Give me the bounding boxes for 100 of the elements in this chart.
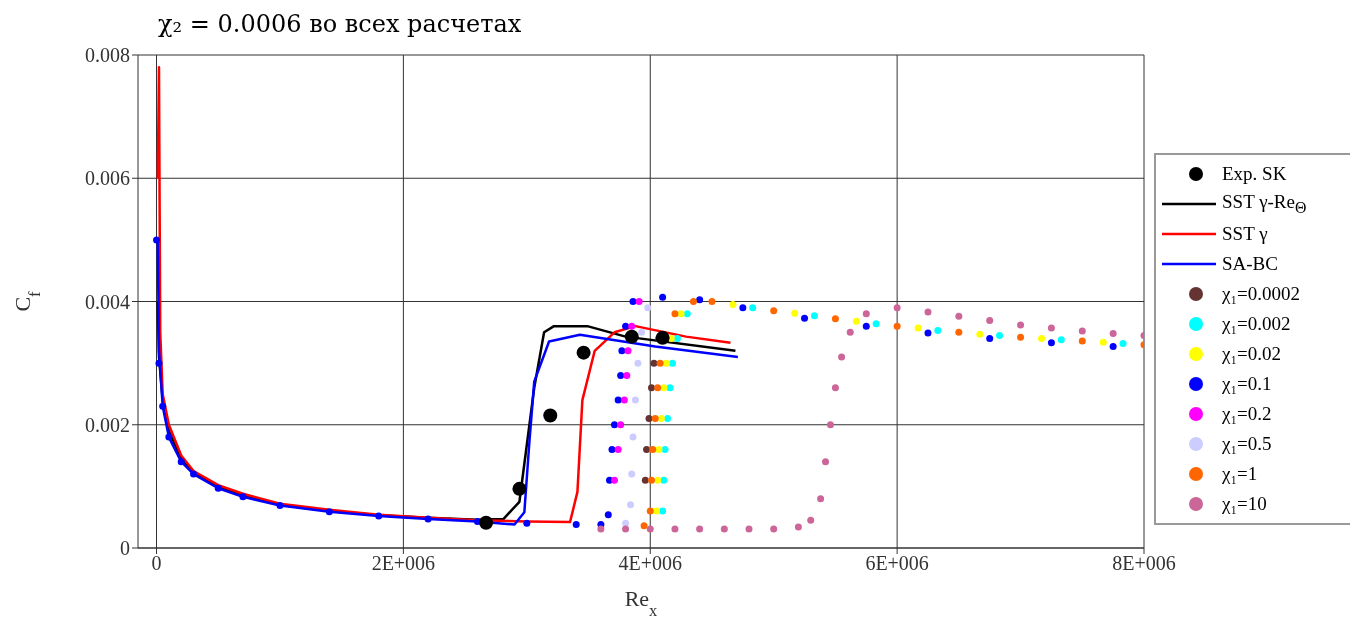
point [654,476,662,484]
point [801,314,809,322]
point [649,445,657,453]
point [673,334,681,342]
point [424,515,432,523]
point [190,470,198,478]
point [955,328,963,336]
point [159,402,167,410]
point [831,315,839,323]
point [597,525,605,533]
point [614,445,622,453]
point [523,519,531,527]
point [624,347,632,355]
point [1047,339,1055,347]
point [955,312,963,320]
legend-label: χ₁=0.5 [1222,433,1272,455]
point [631,396,639,404]
point [479,515,494,530]
x-tick-label: 8E+006 [1112,552,1176,575]
point [862,310,870,318]
point [1109,330,1117,338]
point [276,501,284,509]
point [689,298,697,305]
point [629,433,637,441]
point [846,328,854,336]
point [770,525,778,533]
point [657,415,665,423]
point [641,476,649,484]
point [652,507,660,515]
point [831,384,839,392]
point [671,525,679,533]
point [934,326,942,334]
chart-title: χ₂ = 0.0006 во всех расчетах [158,10,522,38]
point [155,359,163,367]
legend-label: SST γ-Re$_{Θ}$ [1222,191,1307,217]
point [826,421,834,429]
point [872,320,880,328]
x-tick-label: 2E+006 [371,552,436,575]
legend-label: Exp. SK [1222,163,1287,185]
point [668,359,676,367]
point [604,511,612,519]
point [646,525,654,533]
point [659,507,667,515]
point [745,525,753,533]
point [628,322,636,330]
point [924,329,932,337]
point [239,493,247,501]
point [650,359,658,367]
x-tick-label: 6E+006 [865,552,929,575]
x-tick-label: 0 [151,552,162,575]
point [720,525,728,533]
point [986,317,994,325]
point [683,310,691,318]
legend-label: χ₁=1 [1222,463,1258,485]
point [655,330,670,345]
point [661,445,669,453]
point [996,331,1004,339]
point [634,359,642,367]
point [617,371,625,379]
legend-label: χ₁=10 [1222,493,1267,515]
point [914,324,922,332]
y-tick-label: 0.008 [85,44,130,67]
point [664,415,672,423]
point [770,307,778,315]
point [791,309,799,317]
point [610,421,618,429]
point [666,384,674,392]
point [1109,342,1117,350]
point [852,317,860,325]
point [817,495,825,503]
point [1078,327,1086,335]
legend-label: χ₁=0.0002 [1222,283,1301,305]
point [635,298,643,305]
point [656,359,664,367]
point [624,329,639,344]
point [671,310,679,318]
point [739,304,747,312]
point [627,501,635,509]
point [622,322,630,330]
point [214,484,222,492]
legend-label: SA-BC [1222,253,1278,275]
point [638,328,646,336]
point [617,421,625,429]
point [893,322,901,330]
point [644,304,652,312]
y-tick-label: 0.004 [85,290,130,313]
point [614,396,622,404]
point [646,507,654,515]
point [576,345,591,360]
point [640,522,648,530]
point [976,330,984,338]
point [696,525,704,533]
point [543,408,558,423]
x-tick-label: 4E+006 [618,552,683,575]
point [677,310,685,318]
point [924,308,932,316]
point [838,353,846,361]
legend-label: χ₁=0.1 [1222,373,1272,395]
x-axis-title: Re$_{x}$ [624,586,659,620]
point [620,396,628,404]
